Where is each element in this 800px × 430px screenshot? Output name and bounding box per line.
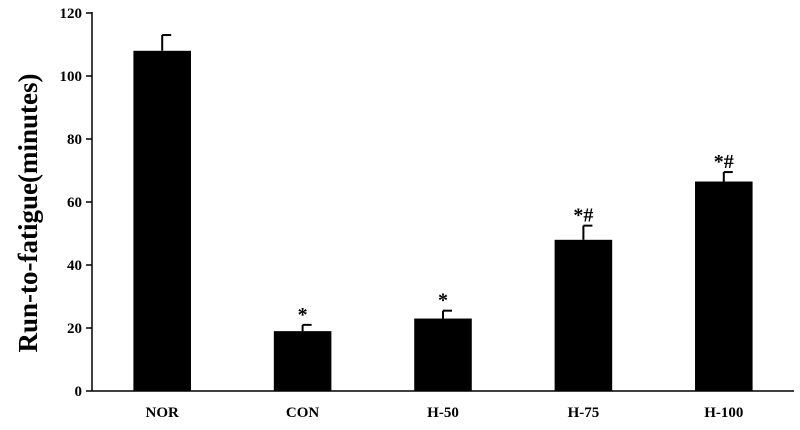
bar bbox=[554, 239, 613, 391]
y-axis-ticks: 0 20 40 60 80 100 120 bbox=[60, 6, 92, 400]
y-tick-label: 40 bbox=[67, 258, 82, 274]
x-category-label: CON bbox=[286, 405, 320, 421]
x-category-label: H-50 bbox=[427, 405, 459, 421]
bars bbox=[133, 50, 753, 392]
bar bbox=[273, 331, 332, 391]
bar bbox=[414, 318, 472, 391]
y-tick-label: 0 bbox=[75, 384, 83, 400]
y-tick-label: 20 bbox=[67, 321, 82, 337]
significance-labels: * * *# *# bbox=[298, 151, 734, 326]
x-category-label: NOR bbox=[146, 405, 180, 421]
bar bbox=[695, 181, 753, 391]
x-category-label: H-100 bbox=[704, 405, 743, 421]
y-tick-label: 120 bbox=[60, 6, 83, 22]
significance-label: * bbox=[438, 290, 448, 312]
significance-label: *# bbox=[714, 151, 734, 173]
y-tick-label: 80 bbox=[67, 132, 82, 148]
significance-label: *# bbox=[573, 205, 593, 227]
x-axis-category-labels: NOR CON H-50 H-75 H-100 bbox=[146, 405, 744, 421]
x-category-label: H-75 bbox=[568, 405, 600, 421]
bar bbox=[133, 50, 191, 392]
significance-label: * bbox=[298, 304, 308, 326]
error-bars bbox=[161, 34, 733, 332]
y-tick-label: 60 bbox=[67, 195, 82, 211]
y-tick-label: 100 bbox=[60, 69, 83, 85]
y-axis-title: Run-to-fatigue(minutes) bbox=[13, 74, 43, 353]
